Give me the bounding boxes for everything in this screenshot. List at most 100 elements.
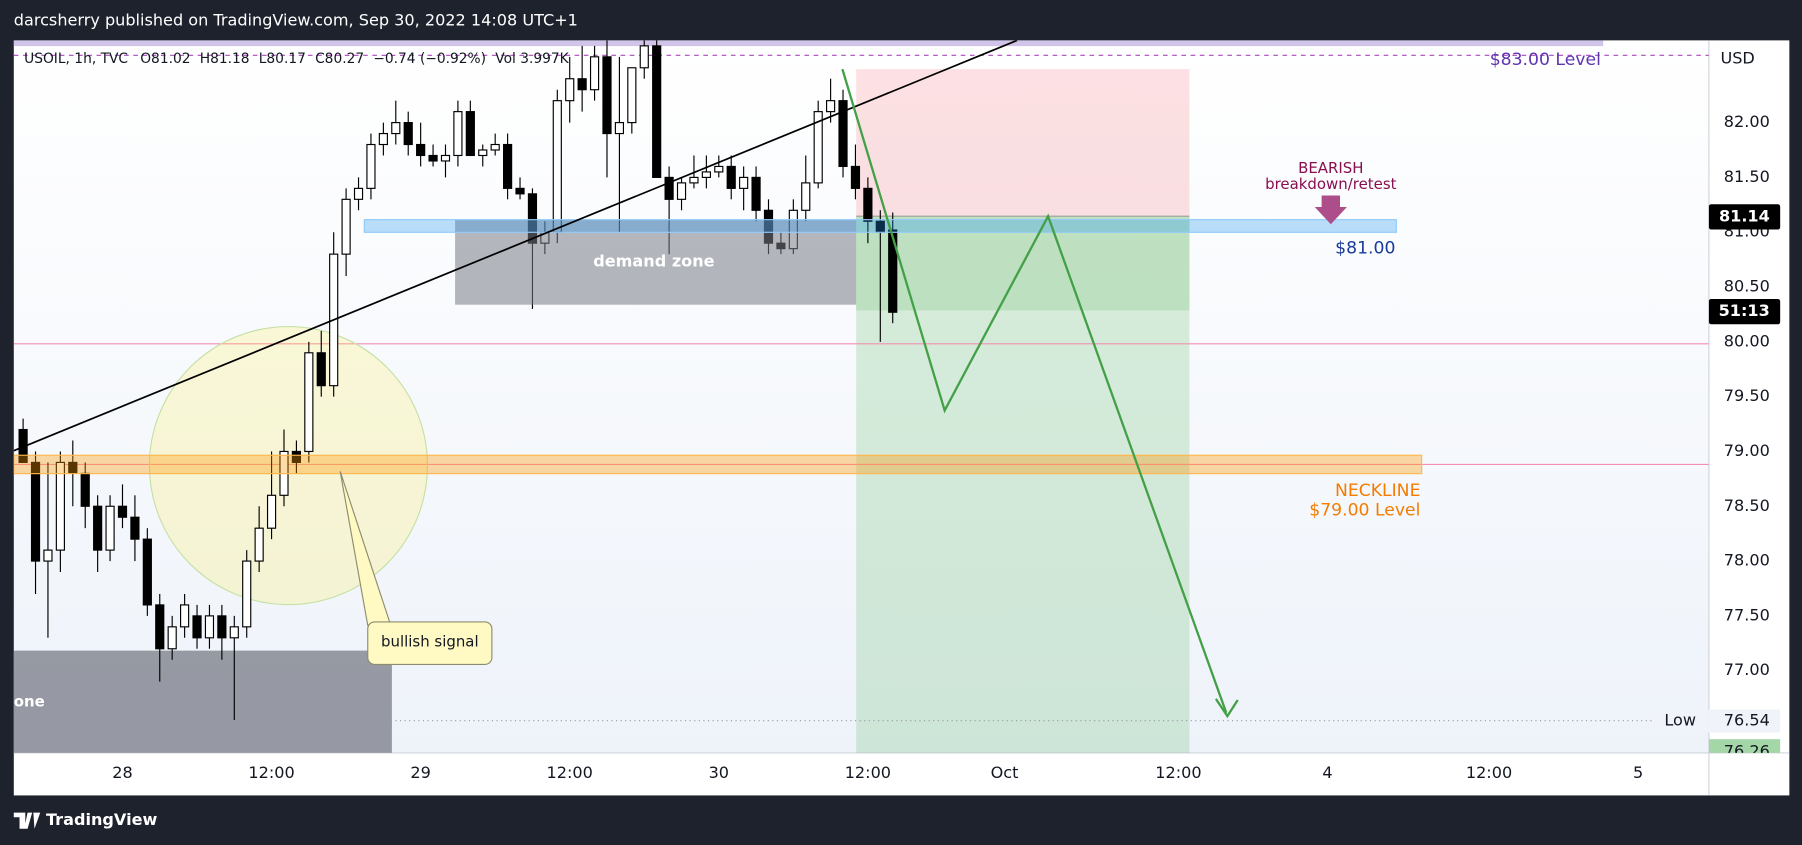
- level-81-label: $81.00: [1335, 238, 1395, 258]
- left-zone-label: one: [14, 692, 45, 710]
- candle-body: [515, 187, 525, 195]
- candle-body: [204, 615, 215, 639]
- candle-body: [93, 505, 103, 551]
- candle-body: [652, 45, 662, 178]
- candle-body: [416, 143, 426, 157]
- projection-arrow: [1214, 698, 1239, 719]
- candle-body: [726, 165, 736, 189]
- candle-body: [428, 154, 438, 162]
- candle-body: [378, 132, 388, 146]
- candle-body: [180, 604, 190, 628]
- candle-body: [291, 450, 302, 463]
- candle-body: [602, 56, 612, 135]
- bearish-sub-label: breakdown/retest: [1265, 175, 1396, 193]
- x-tick-label: 29: [410, 763, 430, 782]
- low-value-label: 76.54: [1724, 711, 1770, 730]
- candle-body: [565, 78, 575, 102]
- brand: TradingView: [13, 810, 158, 829]
- candle-body: [391, 122, 401, 135]
- low-label: Low: [1664, 711, 1696, 730]
- x-tick-label: 12:00: [547, 763, 593, 782]
- candle-body: [888, 229, 898, 313]
- candle-body: [589, 56, 600, 91]
- callout-box: [367, 621, 493, 665]
- y-tick-label: 78.00: [1724, 551, 1770, 570]
- candle-body: [813, 111, 823, 184]
- bearish-label: BEARISH: [1298, 159, 1363, 177]
- candle-body: [739, 176, 749, 189]
- low-value-badge: [1708, 709, 1781, 733]
- x-tick-label: Oct: [991, 763, 1019, 782]
- candle-body: [676, 182, 687, 200]
- candle-body: [490, 143, 500, 151]
- y-tick-label: 77.50: [1724, 605, 1770, 624]
- ohlc-value: Vol 3.997K: [495, 51, 569, 67]
- symbol: USOIL, 1h, TVC: [24, 51, 128, 67]
- y-tick-label: 78.50: [1724, 496, 1770, 515]
- candle-body: [863, 187, 873, 222]
- x-tick-label: 4: [1322, 763, 1332, 782]
- ohlc-value: H81.18: [200, 51, 250, 67]
- candle-body: [142, 538, 152, 606]
- ohlc-value: C80.27: [315, 51, 364, 67]
- ohlc-value: −0.74 (−0.92%): [373, 51, 486, 67]
- neckline-label: NECKLINE: [1335, 481, 1421, 501]
- candle-body: [552, 100, 562, 233]
- level-79-label: $79.00 Level: [1309, 500, 1420, 520]
- axes: 82.0081.5081.0080.5080.0079.5079.0078.50…: [112, 112, 1781, 782]
- demand-zone: [455, 219, 857, 305]
- x-axis-area: [13, 752, 1790, 796]
- candle-body: [714, 165, 724, 173]
- candle-body: [664, 176, 674, 200]
- candle-body: [242, 560, 252, 628]
- candle-body: [465, 111, 475, 157]
- candle-body: [117, 505, 128, 518]
- candle-body: [440, 154, 451, 162]
- y-tick-label: 79.50: [1724, 386, 1770, 405]
- legend: USOIL, 1h, TVC O81.02 H81.18 L80.17 C80.27−…: [24, 51, 570, 67]
- bottom-badge: 76.26: [1708, 739, 1781, 760]
- zone-81: [363, 219, 1397, 233]
- candle-body: [30, 461, 41, 562]
- zone-83: [13, 40, 1604, 47]
- candle-body: [192, 615, 202, 639]
- ohlc-value: L80.17: [259, 51, 306, 67]
- candle-body: [130, 516, 140, 540]
- candle-body: [80, 472, 90, 507]
- candle-body: [229, 626, 239, 639]
- price-axis-area: [1708, 40, 1790, 753]
- candle-body: [701, 171, 711, 178]
- candle-body: [838, 100, 848, 168]
- y-tick-label: 80.50: [1724, 277, 1770, 296]
- candle-body: [403, 122, 413, 146]
- y-tick-label: 82.00: [1724, 112, 1770, 131]
- x-tick-label: 12:00: [248, 763, 294, 782]
- candle-body: [850, 165, 861, 189]
- candle-body: [353, 187, 364, 200]
- x-tick-label: 12:00: [1466, 763, 1512, 782]
- candle-body: [689, 176, 699, 184]
- candle-body: [503, 143, 513, 189]
- candle-body: [217, 615, 227, 639]
- callout-label: bullish signal: [381, 633, 479, 651]
- candle-body: [304, 352, 314, 453]
- candle-body: [341, 198, 351, 255]
- x-tick-label: 12:00: [845, 763, 891, 782]
- bearish-arrow: [1314, 195, 1347, 225]
- brand-logo: [13, 812, 41, 829]
- ohlc-value: O81.02: [140, 51, 190, 67]
- candle-body: [751, 176, 761, 211]
- candle-body: [55, 461, 65, 551]
- y-tick-label: 81.50: [1724, 167, 1770, 186]
- x-tick-label: 5: [1633, 763, 1643, 782]
- x-tick-label: 30: [709, 763, 729, 782]
- low-badge: [1652, 709, 1709, 733]
- bottom-price-label: 76.26: [1724, 741, 1770, 760]
- countdown-badge: [1708, 298, 1781, 325]
- candle-body: [167, 626, 177, 650]
- candle-body: [155, 604, 165, 650]
- x-tick-label: 28: [112, 763, 132, 782]
- plot-area: [13, 40, 1709, 753]
- level-83-label: $83.00 Level: [1490, 50, 1601, 70]
- drawings-over: $83.00 Level BEARISH breakdown/retest $8…: [13, 40, 1601, 719]
